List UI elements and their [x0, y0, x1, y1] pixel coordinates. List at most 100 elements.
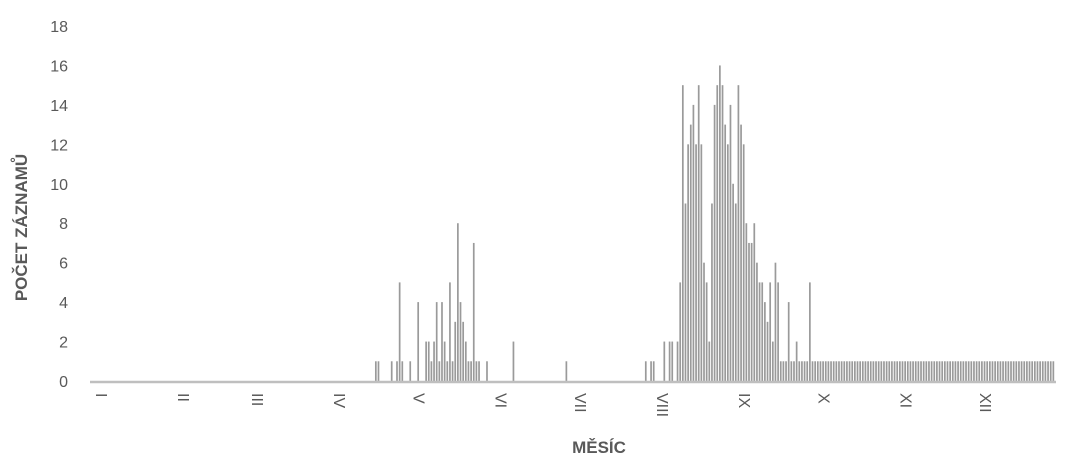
bar [766, 321, 769, 381]
bar [938, 361, 941, 381]
bar [1007, 361, 1010, 381]
y-tick-label: 8 [59, 216, 68, 233]
bar [1044, 361, 1047, 381]
bar [1041, 361, 1044, 381]
bar [816, 361, 819, 381]
bar [451, 361, 454, 381]
bar [880, 361, 883, 381]
bar [856, 361, 859, 381]
bar [914, 361, 917, 381]
bar [689, 124, 692, 382]
bar [390, 361, 393, 381]
bar [888, 361, 891, 381]
bar [814, 361, 817, 381]
bar [726, 144, 729, 381]
bar [478, 361, 480, 381]
bar [652, 361, 655, 381]
bar [1052, 361, 1055, 381]
bar [843, 361, 846, 381]
bar [1039, 361, 1041, 381]
bar [793, 361, 795, 381]
bar [1049, 361, 1052, 381]
bar [650, 361, 652, 381]
bar [869, 361, 872, 381]
bar [787, 302, 790, 381]
month-label: III [248, 393, 265, 406]
bar [1033, 361, 1036, 381]
bar [790, 361, 793, 381]
bar [774, 262, 777, 381]
month-label: IX [735, 393, 752, 408]
bar [1026, 361, 1028, 381]
bar [464, 341, 467, 381]
bar [425, 341, 427, 381]
bar [708, 341, 711, 381]
month-label: XI [897, 393, 914, 408]
bar [883, 361, 885, 381]
bar [909, 361, 912, 381]
bar [644, 361, 647, 381]
bar [1036, 361, 1039, 381]
bar [885, 361, 888, 381]
bar [848, 361, 851, 381]
bar [1002, 361, 1004, 381]
bar [671, 341, 674, 381]
y-tick-label: 14 [50, 98, 68, 115]
bar [917, 361, 920, 381]
bar [1028, 361, 1031, 381]
bar [819, 361, 822, 381]
bar [896, 361, 899, 381]
bar [999, 361, 1002, 381]
bar [824, 361, 827, 381]
bar [838, 361, 840, 381]
y-tick-label: 12 [50, 137, 68, 154]
bar [441, 302, 443, 381]
bar [711, 203, 713, 381]
bar [769, 282, 772, 381]
bar [663, 341, 666, 381]
bar [991, 361, 994, 381]
bar [877, 361, 880, 381]
y-tick-label: 18 [50, 19, 68, 36]
bar [430, 361, 433, 381]
bar [954, 361, 957, 381]
bar [832, 361, 835, 381]
bar [988, 361, 991, 381]
bar [904, 361, 906, 381]
bar [750, 242, 753, 381]
bar [851, 361, 854, 381]
bar [692, 104, 695, 381]
bar [748, 242, 750, 381]
bar [771, 341, 774, 381]
month-label: V [410, 393, 427, 404]
bar [475, 361, 478, 381]
bar [795, 341, 798, 381]
bar [946, 361, 949, 381]
bar [986, 361, 989, 381]
bar [933, 361, 936, 381]
bar [994, 361, 996, 381]
bar [398, 282, 401, 381]
bar [978, 361, 981, 381]
bar [983, 361, 986, 381]
bar [742, 144, 745, 381]
bar [433, 341, 435, 381]
bar [1020, 361, 1023, 381]
bar [912, 361, 914, 381]
bar [861, 361, 864, 381]
bar [920, 361, 922, 381]
month-label: VI [492, 393, 509, 408]
bar [740, 124, 742, 382]
bar [705, 282, 708, 381]
bar [459, 302, 462, 381]
month-label: XII [976, 393, 993, 413]
y-tick-label: 4 [59, 295, 68, 312]
y-axis-title: POČET ZÁZNAMŮ [11, 154, 31, 301]
bar [928, 361, 930, 381]
bar [854, 361, 856, 381]
bar [846, 361, 848, 381]
bar [703, 262, 705, 381]
bar [681, 85, 684, 382]
bar [697, 85, 700, 382]
